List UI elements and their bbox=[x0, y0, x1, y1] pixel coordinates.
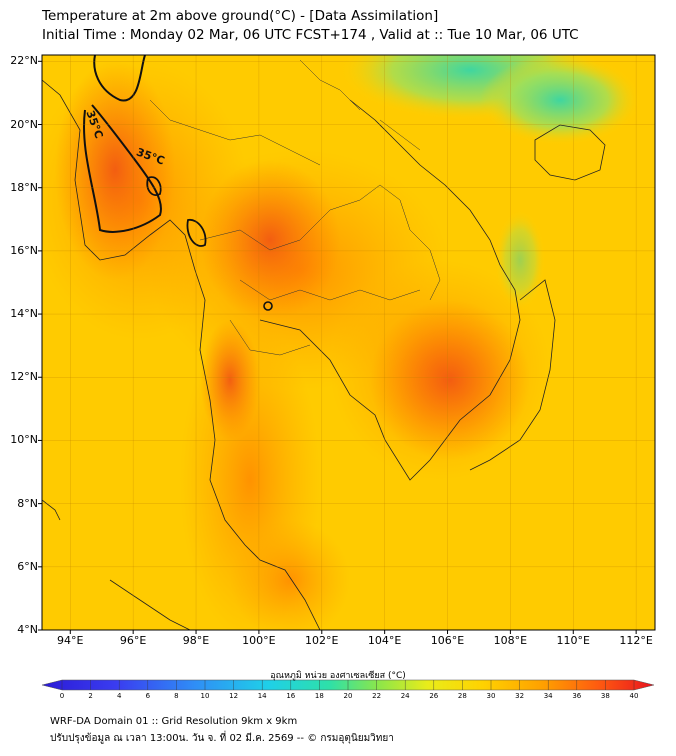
colorbar-tick-label: 36 bbox=[572, 692, 582, 700]
colorbar-tick-label: 34 bbox=[543, 692, 553, 700]
colorbar-tick-label: 0 bbox=[59, 692, 65, 700]
colorbar-tick-label: 26 bbox=[429, 692, 439, 700]
lon-label: 96°E bbox=[119, 634, 147, 647]
lat-label: 8°N bbox=[17, 496, 38, 510]
colorbar-tick-label: 10 bbox=[200, 692, 210, 700]
colorbar-tick-label: 6 bbox=[145, 692, 151, 700]
map-field bbox=[42, 55, 655, 630]
map-ticks bbox=[38, 60, 637, 634]
colorbar-tick-label: 8 bbox=[174, 692, 179, 700]
lon-label: 110°E bbox=[556, 634, 590, 647]
colorbar-tick-label: 16 bbox=[286, 692, 296, 700]
lat-label: 18°N bbox=[10, 180, 38, 194]
lat-label: 22°N bbox=[10, 54, 38, 68]
lat-label: 6°N bbox=[17, 559, 38, 573]
lat-label: 20°N bbox=[10, 117, 38, 131]
colorbar-tick-label: 20 bbox=[343, 692, 353, 700]
colorbar-tick-label: 14 bbox=[257, 692, 267, 700]
colorbar-tick-label: 4 bbox=[116, 692, 122, 700]
lon-label: 98°E bbox=[182, 634, 210, 647]
lat-label: 12°N bbox=[10, 370, 38, 384]
lat-label: 16°N bbox=[10, 243, 38, 257]
colorbar-tick-label: 2 bbox=[88, 692, 93, 700]
lat-label: 4°N bbox=[17, 623, 38, 636]
lon-label: 102°E bbox=[305, 634, 339, 647]
lon-label: 100°E bbox=[242, 634, 276, 647]
colorbar-tick-label: 18 bbox=[314, 692, 324, 700]
colorbar-tick-label: 24 bbox=[400, 692, 410, 700]
map-gridlines bbox=[42, 55, 655, 630]
lon-label: 104°E bbox=[367, 634, 402, 647]
colorbar-tick-label: 32 bbox=[515, 692, 525, 700]
map-subtitle: Initial Time : Monday 02 Mar, 06 UTC FCS… bbox=[42, 27, 579, 43]
footer-domain-info: WRF-DA Domain 01 :: Grid Resolution 9km … bbox=[50, 716, 298, 727]
colorbar-tick-label: 22 bbox=[372, 692, 382, 700]
lat-label: 10°N bbox=[10, 433, 38, 447]
colorbar-tick-label: 40 bbox=[629, 692, 639, 700]
colorbar-tick-label: 28 bbox=[457, 692, 467, 700]
colorbar-title: อุณหภูมิ หน่วย องศาเซลเซียส (°C) bbox=[270, 671, 406, 681]
footer-update-info: ปรับปรุงข้อมูล ณ เวลา 13:00น. วัน จ. ที่… bbox=[50, 733, 394, 744]
map-title: Temperature at 2m above ground(°C) - [Da… bbox=[42, 8, 439, 24]
lon-label: 106°E bbox=[430, 634, 465, 647]
lon-label: 94°E bbox=[57, 634, 84, 647]
colorbar-tick-label: 30 bbox=[486, 692, 496, 700]
lat-label: 14°N bbox=[10, 307, 38, 321]
colorbar-tick-label: 38 bbox=[600, 692, 610, 700]
colorbar bbox=[41, 679, 655, 691]
lon-label: 108°E bbox=[493, 634, 528, 647]
colorbar-tick-label: 12 bbox=[229, 692, 239, 700]
lon-label: 112°E bbox=[619, 634, 653, 647]
